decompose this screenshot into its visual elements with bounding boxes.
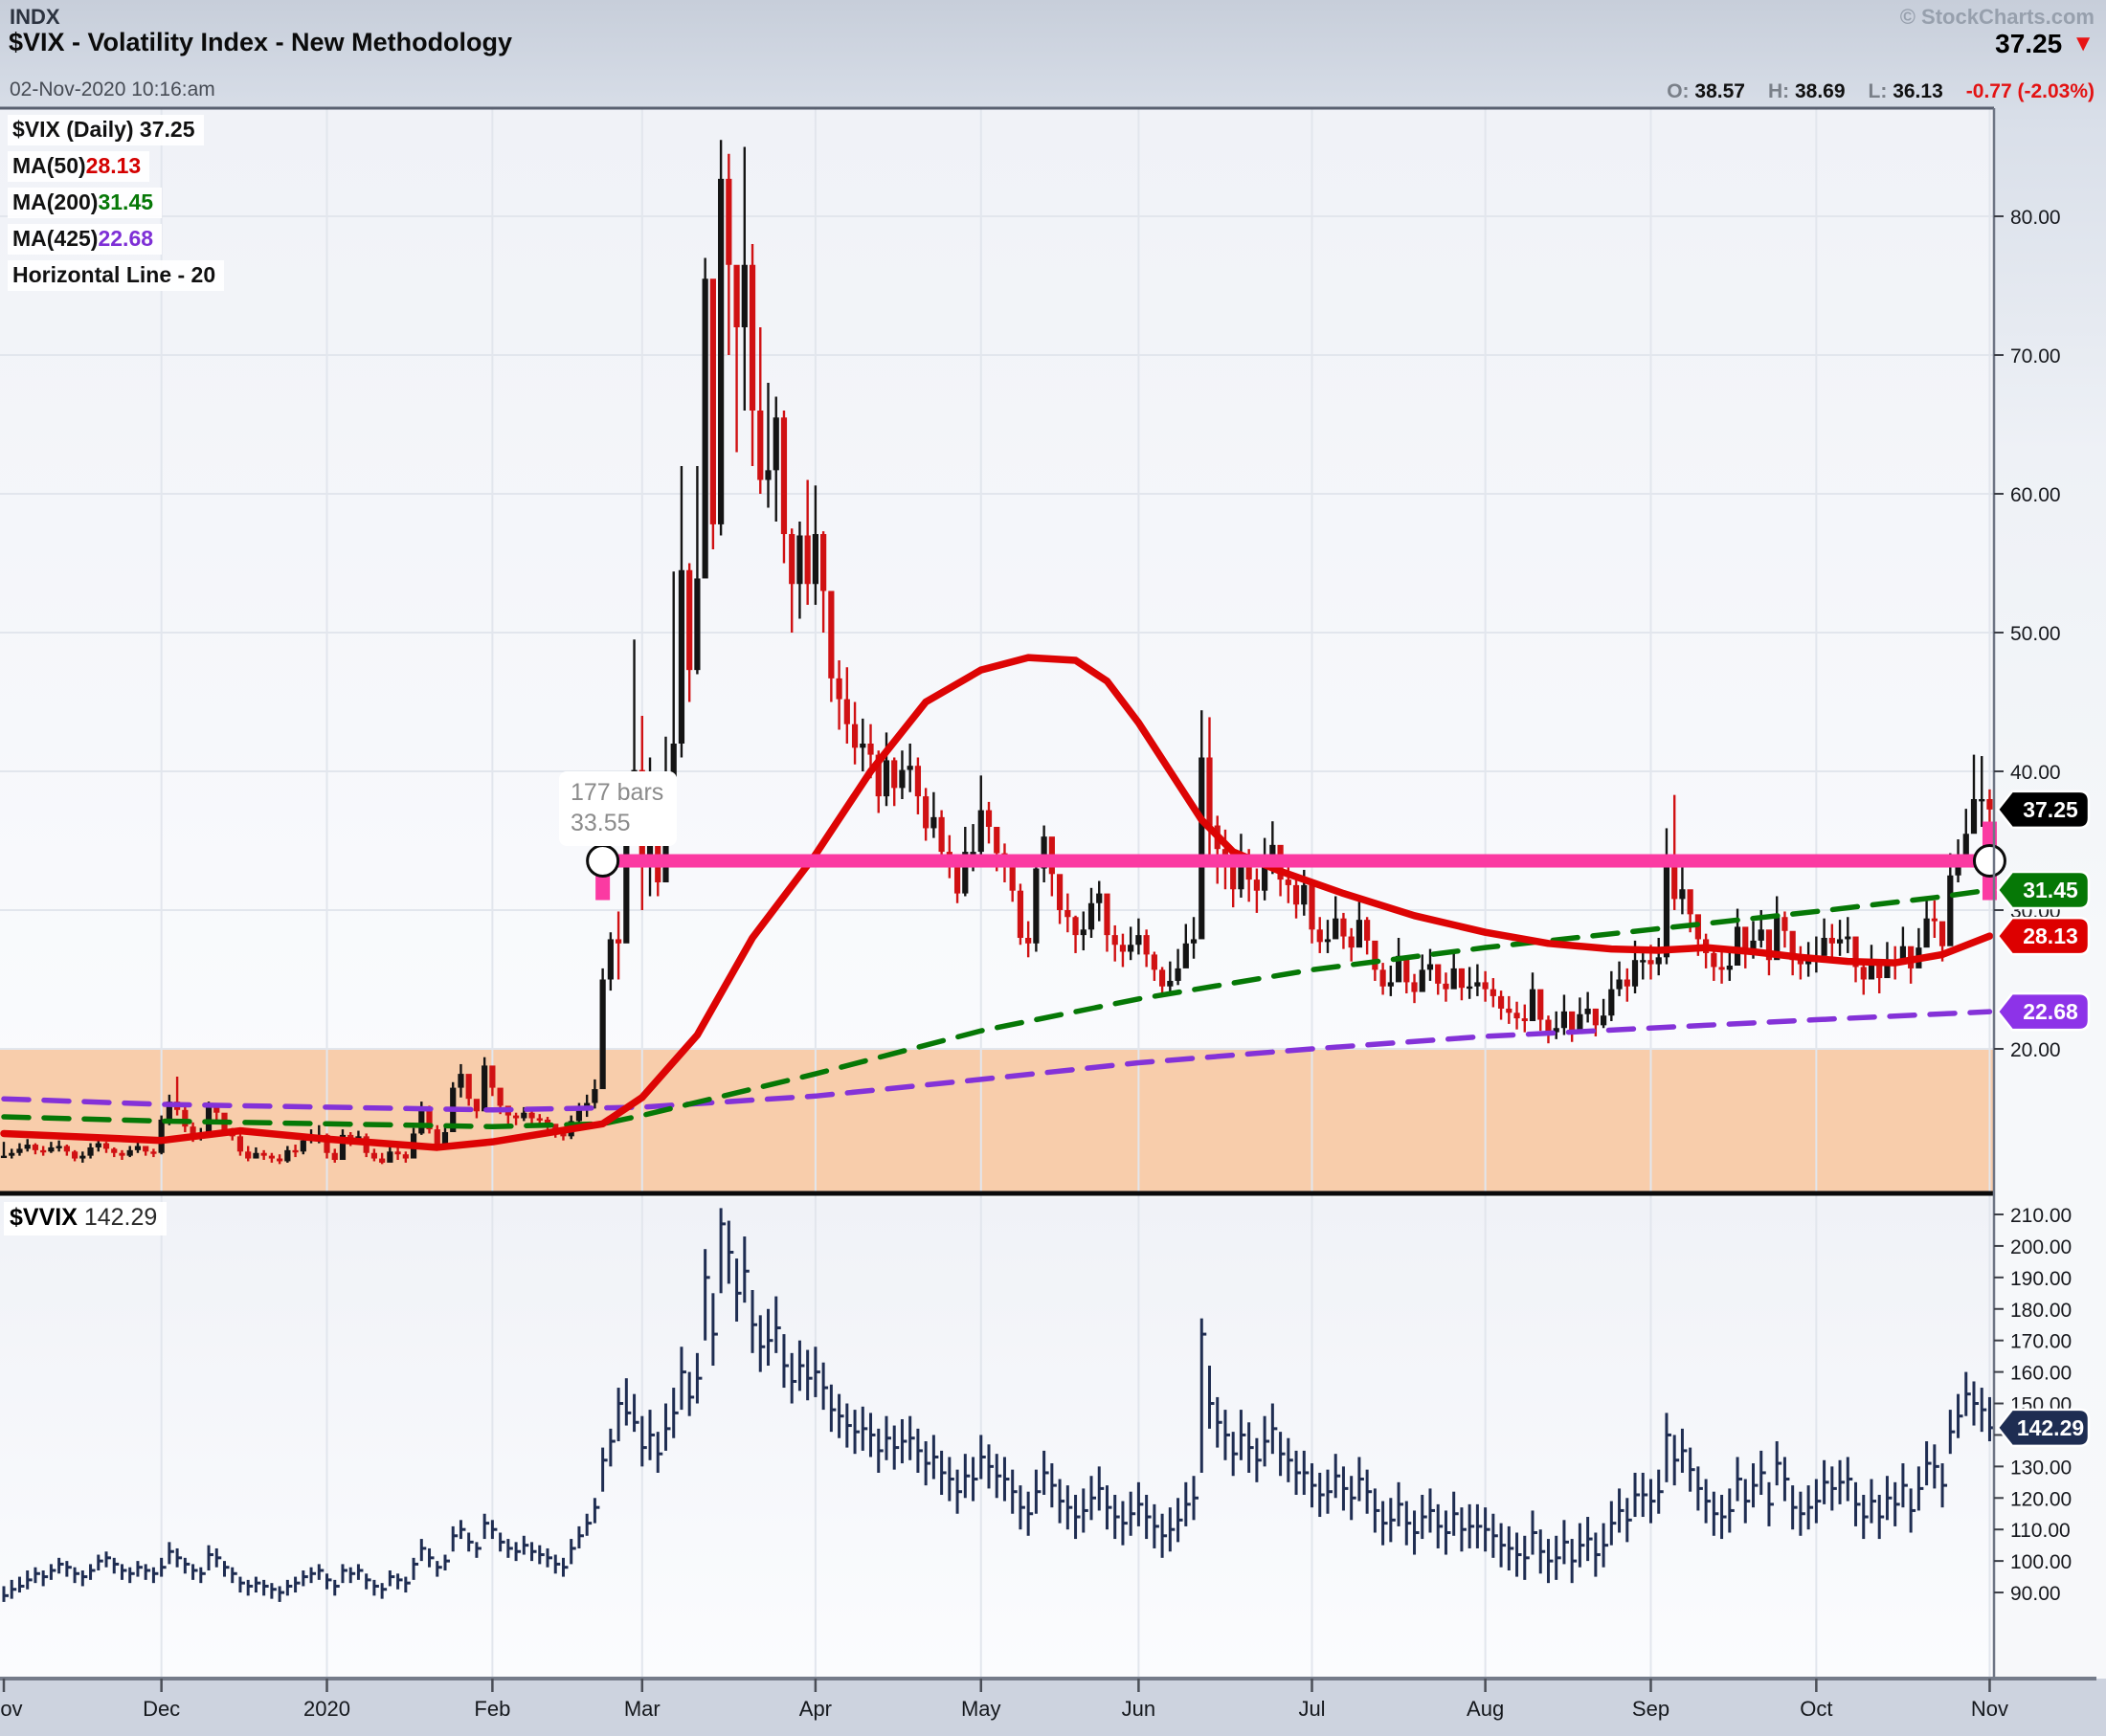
svg-text:130.00: 130.00 [2010, 1457, 2072, 1479]
vvix-symbol: $VVIX [10, 1204, 78, 1231]
legend-ma425-value: 22.68 [98, 226, 154, 251]
vvix-value: 142.29 [83, 1204, 158, 1231]
vvix-panel-label: $VVIX 142.29 [4, 1202, 168, 1235]
svg-text:Feb: Feb [474, 1697, 510, 1721]
svg-text:170.00: 170.00 [2010, 1331, 2072, 1353]
svg-text:120.00: 120.00 [2010, 1488, 2072, 1510]
panel-backgrounds [0, 108, 1994, 1679]
legend-ma50: MA(50) 28.13 [8, 151, 150, 182]
svg-text:Oct: Oct [1800, 1697, 1832, 1721]
svg-text:180.00: 180.00 [2010, 1300, 2072, 1322]
legend-ma200-label: MA(200) [12, 189, 99, 214]
legend-ma50-label: MA(50) [12, 153, 86, 178]
low-label: L: [1868, 80, 1888, 102]
svg-text:50.00: 50.00 [2010, 623, 2061, 645]
legend-ma200: MA(200) 31.45 [8, 188, 163, 218]
legend-ma425: MA(425) 22.68 [8, 224, 163, 255]
annotation-value: 33.55 [571, 810, 631, 836]
svg-text:60.00: 60.00 [2010, 484, 2061, 506]
svg-text:Nov: Nov [0, 1697, 23, 1721]
x-axis-labels: Nov Dec 2020 Feb Mar Apr May Jun Jul Aug Sep Oct Nov [0, 1697, 2008, 1721]
ma50-line [0, 654, 1994, 1151]
svg-text:2020: 2020 [303, 1697, 350, 1721]
svg-text:20.00: 20.00 [2010, 1039, 2061, 1061]
ma200-line [1, 887, 1993, 1129]
copyright: © StockCharts.com [1899, 5, 2095, 29]
svg-text:28.13: 28.13 [2023, 924, 2078, 948]
ohlc-quote-row: O: 38.57 H: 38.69 L: 36.13 -0.77 (-2.03%… [1667, 80, 2095, 103]
timestamp: 02-Nov-2020 10:16:am [10, 78, 215, 100]
svg-text:200.00: 200.00 [2010, 1236, 2072, 1258]
high-label: H: [1767, 80, 1790, 102]
svg-text:Dec: Dec [143, 1697, 180, 1721]
svg-text:Mar: Mar [624, 1697, 661, 1721]
ma425-line [1, 1009, 1993, 1113]
change-value: -0.77 (-2.03%) [1965, 80, 2095, 102]
svg-text:Sep: Sep [1632, 1697, 1669, 1721]
svg-text:110.00: 110.00 [2010, 1520, 2071, 1542]
svg-text:Aug: Aug [1467, 1697, 1504, 1721]
svg-text:160.00: 160.00 [2010, 1363, 2072, 1385]
open-value: 38.57 [1694, 80, 1745, 102]
svg-text:142.29: 142.29 [2017, 1415, 2084, 1440]
vvix-bars [2, 1208, 1995, 1602]
svg-text:90.00: 90.00 [2010, 1583, 2061, 1605]
svg-text:31.45: 31.45 [2023, 878, 2078, 902]
legend-ma200-value: 31.45 [98, 189, 154, 214]
svg-text:37.25: 37.25 [2023, 797, 2078, 822]
high-value: 38.69 [1794, 80, 1846, 102]
exchange-label: INDX [10, 5, 60, 29]
legend-ma50-value: 28.13 [85, 153, 142, 178]
annotation-handle-right[interactable] [1972, 844, 2006, 879]
annotation-handle-left[interactable] [586, 844, 620, 879]
price-tags: 37.25 31.45 28.13 22.68 142.29 [1996, 790, 2091, 1448]
svg-text:22.68: 22.68 [2023, 999, 2078, 1024]
annotation-callout[interactable]: 177 bars 33.55 [559, 771, 678, 846]
legend-series: $VIX (Daily) 37.25 [8, 115, 204, 145]
svg-text:May: May [961, 1697, 1001, 1721]
legend-hline: Horizontal Line - 20 [8, 260, 225, 291]
annotation-bars: 177 bars [571, 779, 664, 806]
svg-text:Jun: Jun [1122, 1697, 1155, 1721]
svg-text:210.00: 210.00 [2010, 1205, 2072, 1227]
svg-text:40.00: 40.00 [2010, 762, 2061, 784]
svg-text:Apr: Apr [799, 1697, 832, 1721]
svg-text:Jul: Jul [1298, 1697, 1325, 1721]
svg-text:80.00: 80.00 [2010, 207, 2061, 229]
below-20-shaded-zone [0, 1049, 1994, 1193]
last-price: 37.25 ▼ [1995, 29, 2095, 59]
svg-text:190.00: 190.00 [2010, 1268, 2072, 1290]
down-triangle-icon: ▼ [2072, 31, 2095, 56]
axes [0, 106, 2106, 1736]
svg-text:100.00: 100.00 [2010, 1551, 2072, 1573]
low-value: 36.13 [1893, 80, 1943, 102]
chart-legend: $VIX (Daily) 37.25 MA(50) 28.13 MA(200) … [8, 115, 225, 297]
last-price-value: 37.25 [1995, 29, 2063, 58]
legend-ma425-label: MA(425) [12, 226, 99, 251]
open-label: O: [1667, 80, 1690, 102]
svg-text:70.00: 70.00 [2010, 345, 2061, 367]
svg-text:Nov: Nov [1971, 1697, 2008, 1721]
page-title: $VIX - Volatility Index - New Methodolog… [9, 28, 513, 56]
